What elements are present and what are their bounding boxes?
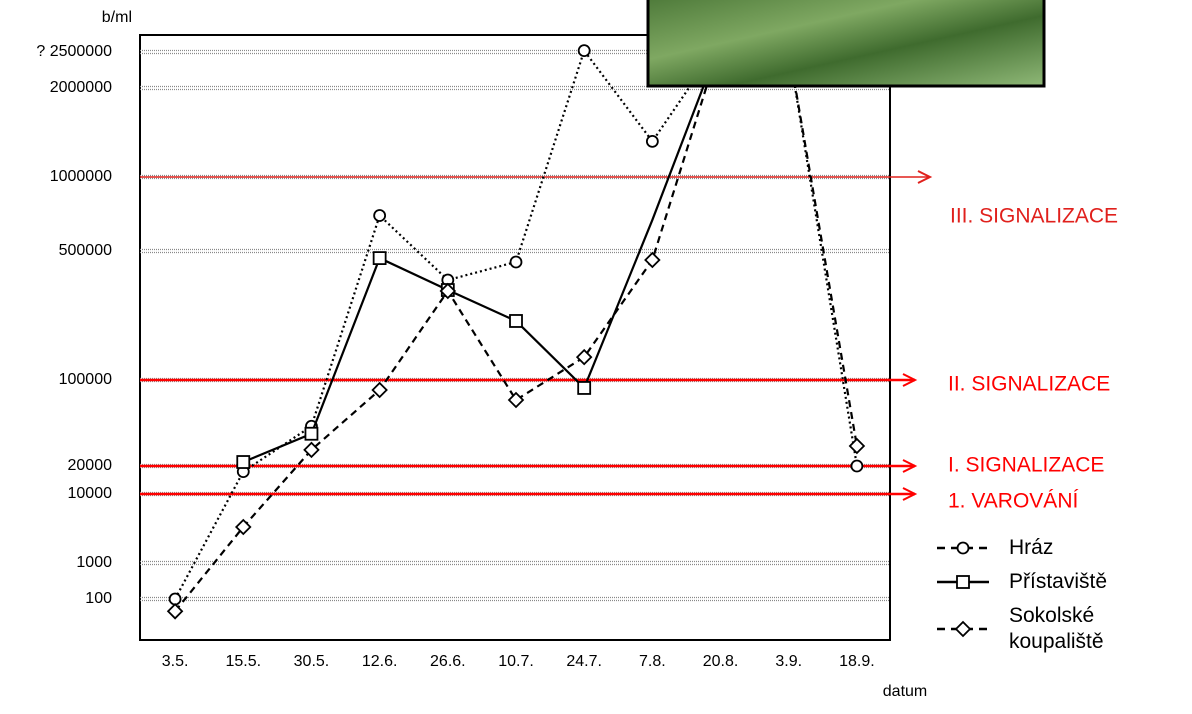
marker [235,518,252,536]
marker [509,314,523,328]
y-tick-label: 1000000 [50,168,112,185]
marker [644,251,661,269]
legend-label: Přístaviště [1009,570,1108,593]
legend-icon [937,620,989,638]
marker [236,455,251,469]
threshold-label: 1. VAROVÁNÍ [948,490,1078,513]
x-tick-label: 7.8. [639,653,666,670]
threshold-arrow [902,487,918,501]
threshold-arrow [902,459,918,473]
threshold-label: III. SIGNALIZACE [950,205,1118,228]
y-tick-label: 10000 [68,485,113,502]
marker [304,426,319,441]
y-tick-label: 500000 [59,242,112,259]
x-tick-label: 26.6. [430,653,466,670]
marker [373,209,387,222]
x-tick-label: 3.9. [775,653,802,670]
x-tick-label: 15.5. [225,653,261,670]
marker [577,381,592,395]
photo [646,0,1046,88]
y-tick-label: 1000 [76,554,112,571]
thresholds: III. SIGNALIZACE II. SIGNALIZACE I. SIGNAL… [140,170,1118,513]
y-tick-label: 100000 [59,371,112,388]
marker [848,437,866,455]
marker [850,459,864,473]
plot-area [139,34,891,641]
legend-icon [937,541,989,555]
threshold-label: II. SIGNALIZACE [948,373,1110,396]
marker [168,592,182,606]
legend: Hráz Přístaviště Sokolské koupaliště [935,535,1185,663]
x-axis-label: datum [883,683,927,700]
threshold-arrow [902,373,918,387]
marker [956,575,970,589]
marker [303,441,320,459]
threshold-arrow [917,170,933,184]
marker [507,391,525,409]
y-axis-label: b/ml [102,9,132,26]
legend-entry: Sokolské koupaliště [935,603,1185,655]
marker [575,348,593,366]
marker [645,134,659,148]
legend-label: Hráz [1009,536,1054,559]
y-tick-label: 20000 [68,457,113,474]
x-tick-label: 12.6. [362,653,398,670]
legend-entry: Hráz [935,535,1185,561]
x-tick-label: 20.8. [703,653,739,670]
marker [371,381,388,399]
legend-entry: Přístaviště [935,569,1185,595]
x-tick-label: 10.7. [498,653,534,670]
y-tick-label: 100 [85,590,112,607]
marker [954,620,972,638]
marker [956,541,970,555]
y-tick-label: 2000000 [50,79,112,96]
legend-label: Sokolské koupaliště [1009,604,1104,653]
marker [166,603,184,620]
marker [439,282,457,300]
x-tick-label: 24.7. [566,653,602,670]
legend-icon [937,575,989,589]
threshold-label: I. SIGNALIZACE [948,454,1104,477]
x-tick-label: 18.9. [839,653,875,670]
x-tick-label: 3.5. [162,653,189,670]
marker [509,255,523,269]
marker [372,251,387,265]
marker [577,44,591,58]
grid: 100 1000 10000 20000 100000 500000 1000000 2000… [36,43,890,670]
y-tick-label: ? 2500000 [36,43,112,60]
x-tick-label: 30.5. [294,653,330,670]
